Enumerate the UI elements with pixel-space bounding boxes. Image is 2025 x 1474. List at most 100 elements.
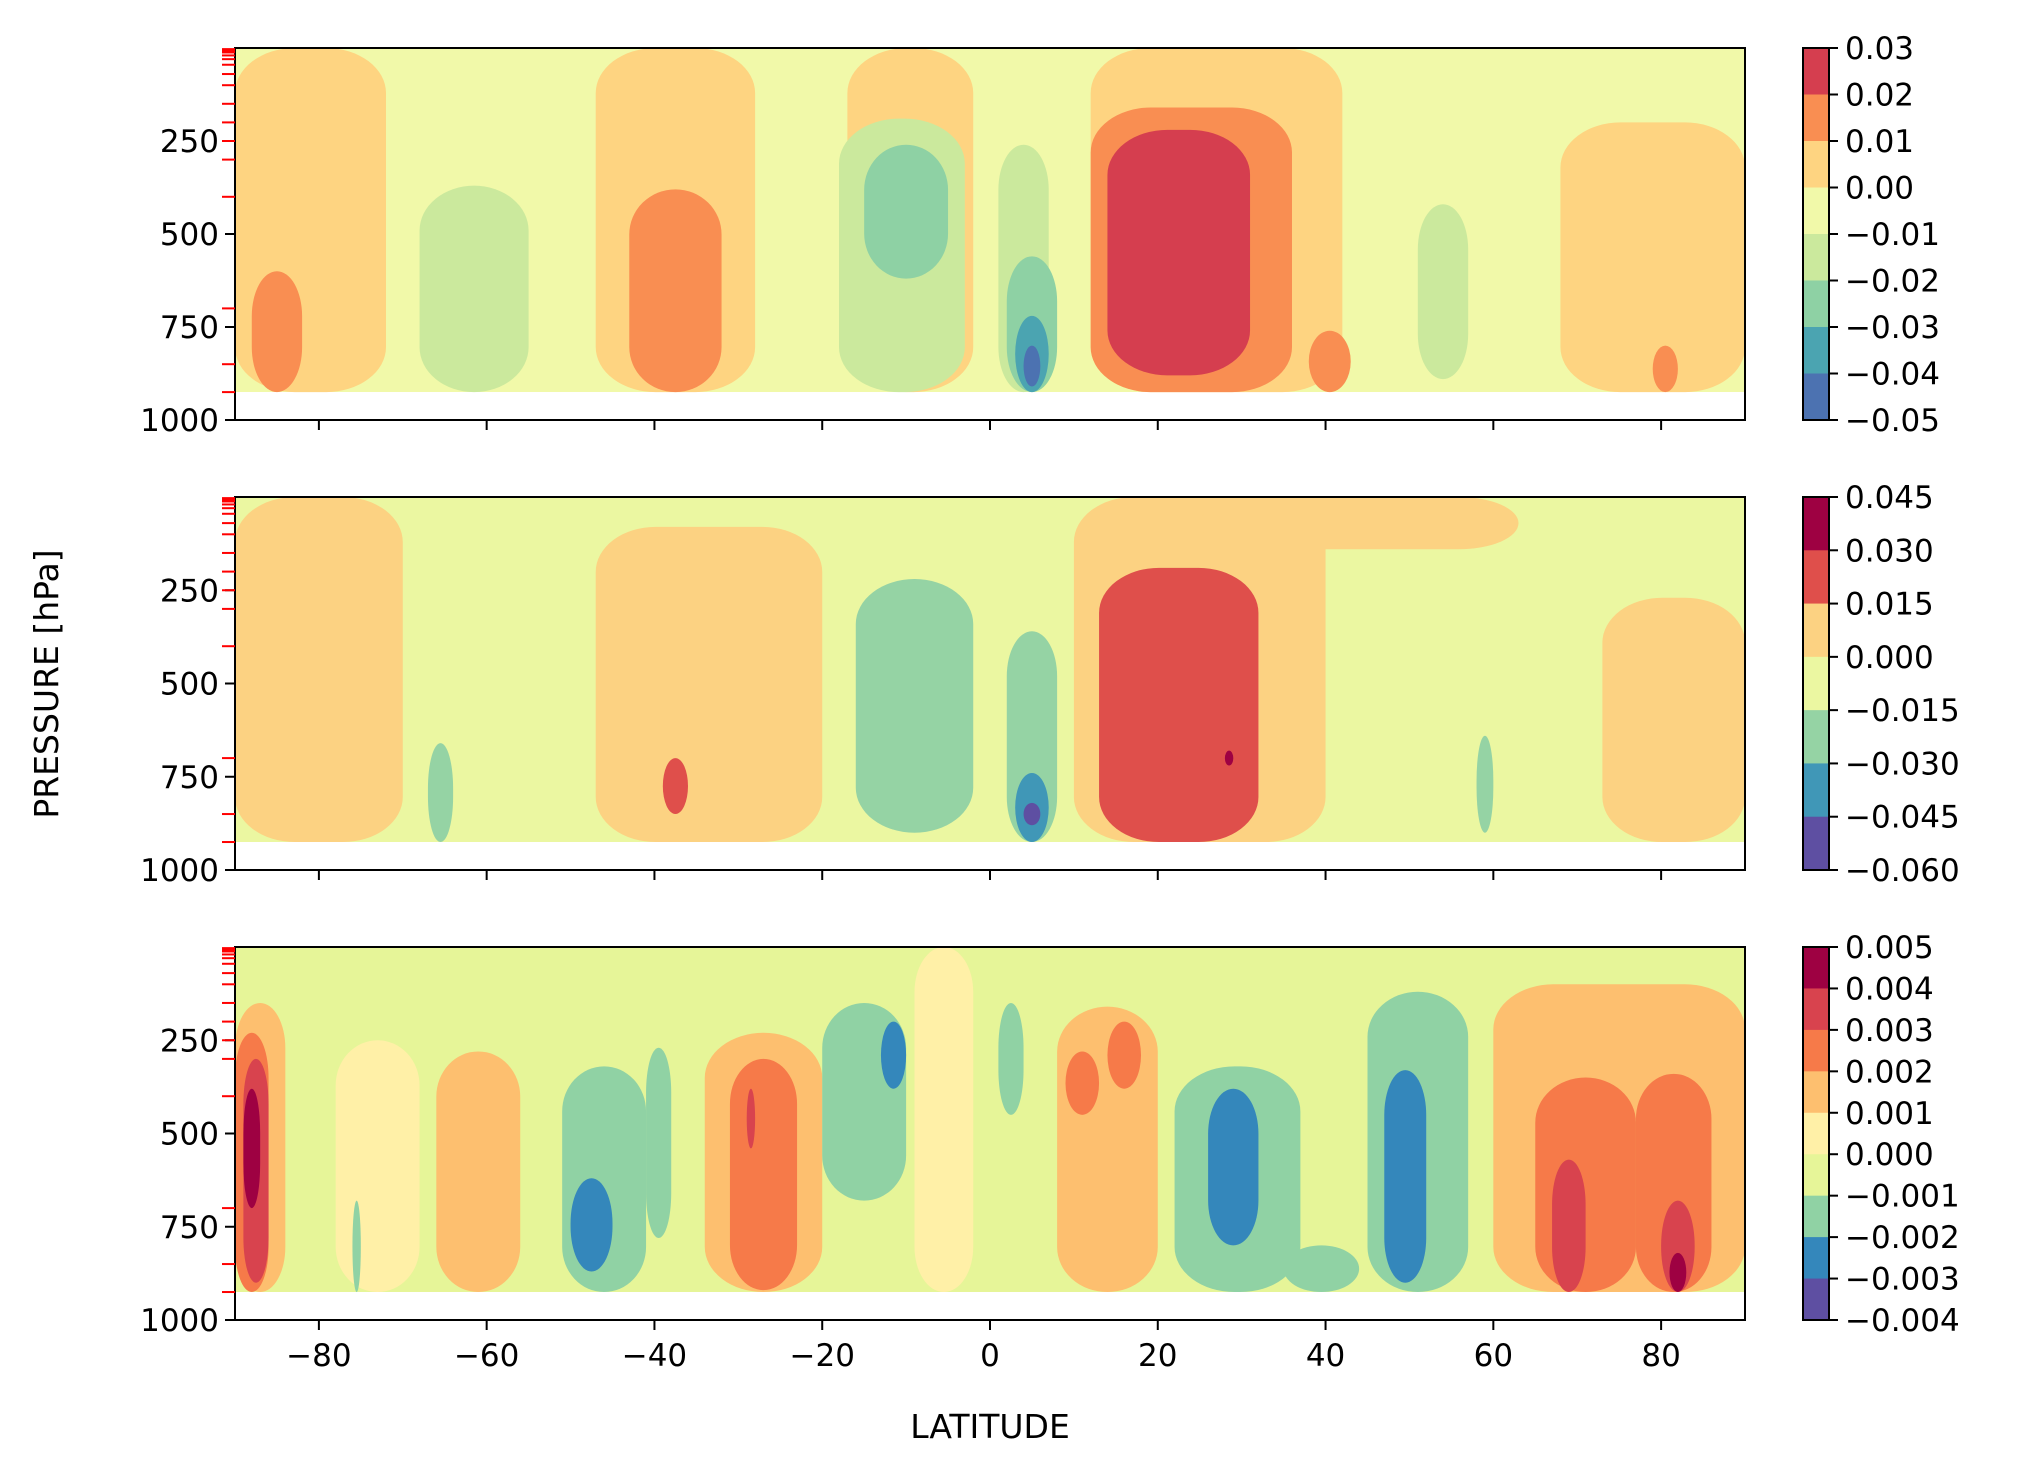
colorbar-segment [1803,94,1829,142]
colorbar-tick-label: 0.003 [1845,1013,1934,1049]
colorbar-tick-label: −0.03 [1845,310,1940,346]
contour-region [1224,750,1234,766]
colorbar-tick-label: 0.015 [1845,587,1934,623]
x-tick-label: −40 [622,1338,687,1374]
y-tick-label: 250 [160,124,219,160]
contour-region [914,947,974,1293]
contour-region [1065,1051,1100,1115]
colorbar-tick-label: 0.03 [1845,31,1914,67]
y-tick-label: 750 [160,1210,219,1246]
contour-region [1107,129,1251,376]
colorbar-frame [1802,946,1830,1321]
x-tick-label: 0 [980,1338,1000,1374]
x-tick-label: −80 [286,1338,351,1374]
x-tick-label: 80 [1641,1338,1680,1374]
colorbar-segment [1803,1237,1829,1280]
y-tick-label: 500 [160,217,219,253]
contour-region [1560,122,1745,393]
colorbar-tick-label: −0.015 [1845,693,1960,729]
colorbar-tick-label: −0.004 [1845,1303,1960,1339]
colorbar-tick-label: −0.045 [1845,800,1960,836]
colorbar-segment [1803,141,1829,188]
colorbar-tick-label: 0.000 [1845,1137,1934,1173]
colorbar-1: 0.03 0.02 0.01 0.00 −0.01 −0.02 −0.03 −0.04 −0.0… [1802,31,1940,439]
colorbar-segment [1803,1278,1829,1321]
colorbar-segment [1803,187,1829,235]
colorbar-segment [1803,816,1829,871]
x-axis-ticks: −80 −60 −40 −20 0 20 40 60 80 [286,1338,1681,1374]
colorbar-tick-label: 0.001 [1845,1096,1934,1132]
contour-region [1476,735,1494,833]
contour-background [235,497,1745,843]
colorbar-segment [1803,988,1829,1031]
contour-region [243,1088,261,1209]
contour-region [880,1021,907,1089]
colorbar-tick-label: −0.05 [1845,403,1940,439]
contour-region [646,1047,672,1238]
colorbar-segment [1803,947,1829,989]
colorbar-segment [1803,48,1829,95]
contour-region [1199,497,1519,550]
x-axis-label: LATITUDE [910,1407,1070,1446]
contour-region [1099,567,1259,843]
contour-region [427,743,454,843]
contour-region [1602,597,1745,843]
contour-region [1208,1088,1259,1246]
contour-region [419,185,529,393]
contour-region [1535,1077,1636,1293]
colorbar-segment [1803,1112,1829,1155]
colorbar-tick-label: 0.00 [1845,171,1914,207]
contour-region [855,579,974,833]
colorbar-tick-label: −0.003 [1845,1262,1960,1298]
y-tick-label: 750 [160,310,219,346]
colorbar-tick-label: −0.060 [1845,853,1960,889]
contour-region [235,497,403,843]
colorbar-3: 0.005 0.004 0.003 0.002 0.001 0.000 −0.001 −0.0… [1802,930,1960,1339]
contour-panel-3: 250 500 750 1000 [140,946,1746,1339]
x-tick-label: 40 [1306,1338,1345,1374]
contour-region [729,1058,798,1291]
colorbar-tick-label: −0.01 [1845,217,1940,253]
colorbar-tick-label: 0.005 [1845,930,1934,966]
x-tick-label: −60 [454,1338,519,1374]
contour-region [251,271,303,393]
colorbar-tick-label: −0.030 [1845,746,1960,782]
colorbar-segment [1803,603,1829,658]
colorbar-segment [1803,497,1829,551]
colorbar-tick-label: 0.045 [1845,480,1934,516]
contour-region [1669,1252,1687,1293]
contour-region [746,1088,756,1149]
contour-region [1652,345,1678,393]
missing-data-region [235,842,1745,870]
colorbar-segment [1803,710,1829,764]
colorbar-tick-label: 0.01 [1845,124,1914,160]
y-tick-label: 500 [160,667,219,703]
contour-region [1057,1006,1158,1293]
y-tick-label: 250 [160,1023,219,1059]
colorbar-segment [1803,280,1829,328]
colorbar-tick-label: 0.004 [1845,971,1934,1007]
contour-region [1384,1070,1427,1283]
y-tick-label: 500 [160,1117,219,1153]
contour-region [1661,1200,1695,1293]
missing-data-region [235,392,1745,420]
y-tick-label: 1000 [140,403,219,439]
contour-region [1107,1021,1141,1089]
x-tick-label: 60 [1474,1338,1513,1374]
y-tick-label: 1000 [140,853,219,889]
colorbar-segment [1803,1195,1829,1238]
colorbar-segment [1803,373,1829,421]
colorbar-segment [1803,1071,1829,1114]
contour-panel-1: 250 500 750 1000 [140,47,1746,439]
colorbar-segment [1803,550,1829,605]
colorbar-segment [1803,763,1829,818]
contour-region [1283,1245,1360,1293]
contour-region [352,1200,361,1293]
colorbar-frame [1802,496,1830,871]
colorbar-segment [1803,234,1829,281]
colorbar-segment [1803,327,1829,374]
contour-panel-2: 250 500 750 1000 [140,496,1746,889]
colorbar-tick-label: −0.04 [1845,357,1940,393]
contour-region [864,144,949,279]
contour-region [1552,1159,1586,1293]
